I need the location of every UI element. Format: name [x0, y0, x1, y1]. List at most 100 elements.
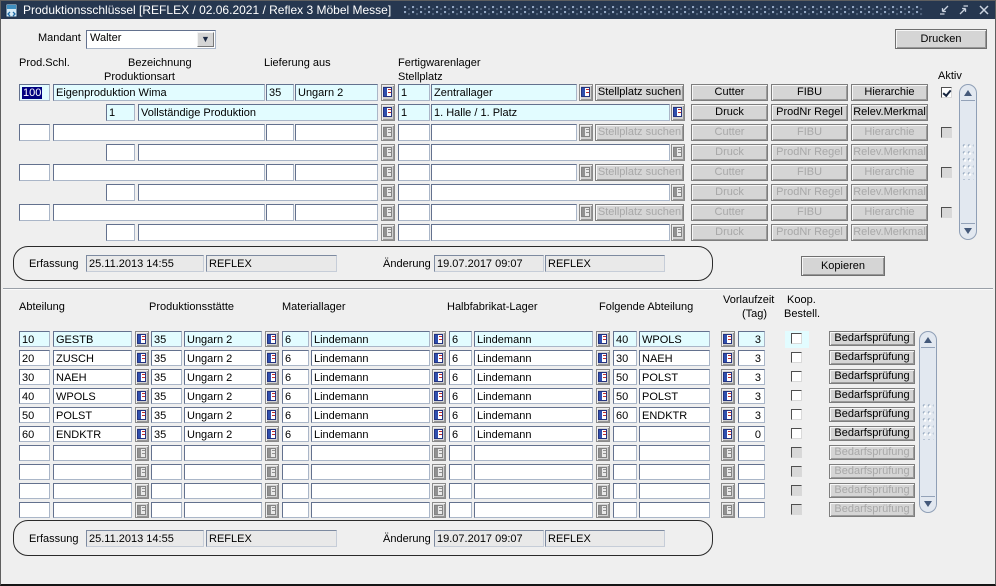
lieferung-name-field[interactable]	[295, 164, 378, 181]
stellplatz2-name-field[interactable]: 1. Halle / 1. Platz	[431, 104, 670, 121]
materiallager-name-field[interactable]	[311, 502, 430, 518]
stellplatz2-lov-icon[interactable]	[381, 104, 395, 121]
produktionsstaette-nr-field[interactable]	[151, 502, 182, 518]
lieferung-name-field[interactable]: Ungarn 2	[295, 84, 378, 101]
halbfabrikat-name-field[interactable]	[474, 445, 593, 461]
materiallager-lov-icon[interactable]	[432, 426, 446, 442]
halbfabrikat-lov-icon[interactable]	[596, 483, 610, 499]
relev-merkmal-button[interactable]: Relev.Merkmal	[851, 184, 928, 201]
produktionsart-nr-field[interactable]: 1	[106, 104, 135, 121]
maximize-icon[interactable]	[956, 3, 971, 18]
halbfabrikat-nr-field[interactable]: 6	[449, 407, 472, 423]
koop-bestell-checkbox[interactable]	[791, 333, 802, 344]
stellplatz-nr-field[interactable]	[398, 164, 430, 181]
produktionsstaette-nr-field[interactable]	[151, 483, 182, 499]
stellplatz-lov-icon[interactable]	[381, 204, 395, 221]
bedarfspruefung-button[interactable]: Bedarfsprüfung	[829, 331, 915, 346]
folgende-abteilung-nr-field[interactable]: 50	[613, 369, 637, 385]
prodnr-regel-button[interactable]: ProdNr Regel	[771, 224, 848, 241]
abteilung-nr-field[interactable]: 60	[19, 426, 50, 442]
koop-bestell-checkbox[interactable]	[791, 504, 802, 515]
folgende-abteilung-nr-field[interactable]: 60	[613, 407, 637, 423]
stellplatz-name-lov-icon[interactable]	[579, 164, 593, 181]
folgende-abteilung-name-field[interactable]	[639, 483, 710, 499]
prod-schl-field[interactable]	[19, 164, 50, 181]
halbfabrikat-lov-icon[interactable]	[596, 369, 610, 385]
cutter-button[interactable]: Cutter	[691, 204, 768, 221]
folgende-abteilung-nr-field[interactable]	[613, 483, 637, 499]
produktionsstaette-name-field[interactable]: Ungarn 2	[184, 388, 262, 404]
abteilung-nr-field[interactable]: 40	[19, 388, 50, 404]
vorlaufzeit-field[interactable]: 3	[738, 331, 765, 347]
produktionsstaette-nr-field[interactable]: 35	[151, 407, 182, 423]
hierarchie-button[interactable]: Hierarchie	[851, 204, 928, 221]
bedarfspruefung-button[interactable]: Bedarfsprüfung	[829, 483, 915, 498]
halbfabrikat-name-field[interactable]: Lindemann	[474, 426, 593, 442]
aktiv-checkbox[interactable]	[941, 207, 952, 218]
produktionsstaette-name-field[interactable]: Ungarn 2	[184, 407, 262, 423]
halbfabrikat-lov-icon[interactable]	[596, 426, 610, 442]
vorlaufzeit-field[interactable]	[738, 502, 765, 518]
cutter-button[interactable]: Cutter	[691, 124, 768, 141]
folgende-abteilung-name-field[interactable]: WPOLS	[639, 331, 710, 347]
materiallager-lov-icon[interactable]	[432, 388, 446, 404]
folgende-abteilung-nr-field[interactable]: 30	[613, 350, 637, 366]
koop-bestell-checkbox[interactable]	[791, 371, 802, 382]
materiallager-nr-field[interactable]	[282, 445, 309, 461]
lower-scrollbar[interactable]	[919, 331, 937, 513]
folgende-abteilung-lov-icon[interactable]	[721, 464, 735, 480]
abteilung-lov-icon[interactable]	[135, 407, 149, 423]
prodnr-regel-button[interactable]: ProdNr Regel	[771, 104, 848, 121]
produktionsstaette-name-field[interactable]: Ungarn 2	[184, 426, 262, 442]
stellplatz2-name-lov-icon[interactable]	[671, 144, 685, 161]
folgende-abteilung-lov-icon[interactable]	[721, 350, 735, 366]
halbfabrikat-nr-field[interactable]	[449, 445, 472, 461]
produktionsstaette-nr-field[interactable]	[151, 445, 182, 461]
materiallager-name-field[interactable]	[311, 483, 430, 499]
halbfabrikat-name-field[interactable]: Lindemann	[474, 388, 593, 404]
folgende-abteilung-nr-field[interactable]: 50	[613, 388, 637, 404]
abteilung-lov-icon[interactable]	[135, 350, 149, 366]
produktionsstaette-lov-icon[interactable]	[265, 331, 279, 347]
kopieren-button[interactable]: Kopieren	[801, 256, 885, 276]
druck-button[interactable]: Druck	[691, 104, 768, 121]
materiallager-name-field[interactable]: Lindemann	[311, 426, 430, 442]
produktionsstaette-nr-field[interactable]: 35	[151, 388, 182, 404]
folgende-abteilung-nr-field[interactable]	[613, 445, 637, 461]
vorlaufzeit-field[interactable]	[738, 445, 765, 461]
halbfabrikat-lov-icon[interactable]	[596, 464, 610, 480]
halbfabrikat-lov-icon[interactable]	[596, 350, 610, 366]
bedarfspruefung-button[interactable]: Bedarfsprüfung	[829, 388, 915, 403]
vorlaufzeit-field[interactable]	[738, 483, 765, 499]
produktionsstaette-lov-icon[interactable]	[265, 388, 279, 404]
abteilung-nr-field[interactable]	[19, 464, 50, 480]
vorlaufzeit-field[interactable]: 3	[738, 350, 765, 366]
stellplatz2-name-field[interactable]	[431, 184, 670, 201]
druck-button[interactable]: Druck	[691, 224, 768, 241]
materiallager-nr-field[interactable]	[282, 464, 309, 480]
lieferung-nr-field[interactable]	[266, 164, 294, 181]
halbfabrikat-name-field[interactable]: Lindemann	[474, 407, 593, 423]
halbfabrikat-lov-icon[interactable]	[596, 407, 610, 423]
koop-bestell-checkbox[interactable]	[791, 466, 802, 477]
folgende-abteilung-name-field[interactable]: ENDKTR	[639, 407, 710, 423]
abteilung-lov-icon[interactable]	[135, 464, 149, 480]
produktionsstaette-name-field[interactable]: Ungarn 2	[184, 331, 262, 347]
produktionsart-nr-field[interactable]	[106, 184, 135, 201]
abteilung-nr-field[interactable]	[19, 483, 50, 499]
produktionsart-name-field[interactable]	[138, 224, 378, 241]
materiallager-name-field[interactable]	[311, 464, 430, 480]
prod-schl-field[interactable]	[19, 124, 50, 141]
materiallager-lov-icon[interactable]	[432, 502, 446, 518]
halbfabrikat-lov-icon[interactable]	[596, 445, 610, 461]
folgende-abteilung-name-field[interactable]: NAEH	[639, 350, 710, 366]
abteilung-lov-icon[interactable]	[135, 369, 149, 385]
folgende-abteilung-nr-field[interactable]	[613, 502, 637, 518]
stellplatz2-name-lov-icon[interactable]	[671, 184, 685, 201]
stellplatz-nr-field[interactable]	[398, 124, 430, 141]
stellplatz-name-lov-icon[interactable]	[579, 204, 593, 221]
abteilung-name-field[interactable]: NAEH	[53, 369, 132, 385]
prod-schl-field[interactable]: 100	[19, 84, 50, 101]
stellplatz-lov-icon[interactable]	[381, 124, 395, 141]
koop-bestell-checkbox[interactable]	[791, 390, 802, 401]
